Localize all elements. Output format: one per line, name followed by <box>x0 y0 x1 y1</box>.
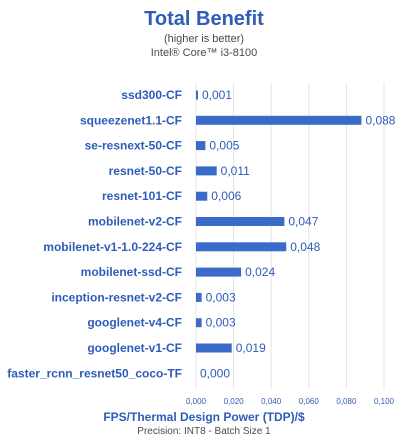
value-label: 0,088 <box>365 113 395 127</box>
category-label: ssd300-CF <box>121 88 182 102</box>
precision-note: Precision: INT8 - Batch Size 1 <box>137 426 271 437</box>
bar <box>196 343 232 353</box>
category-label: mobilenet-v1-1.0-224-CF <box>43 240 182 254</box>
bar <box>196 90 198 100</box>
bar <box>196 242 287 252</box>
value-label: 0,003 <box>206 290 236 304</box>
value-label: 0,024 <box>245 265 275 279</box>
bar <box>196 191 208 201</box>
value-label: 0,000 <box>200 366 230 380</box>
value-label: 0,006 <box>211 189 241 203</box>
category-label: mobilenet-ssd-CF <box>81 265 182 279</box>
value-label: 0,011 <box>221 164 250 178</box>
grid-layer <box>195 83 385 389</box>
bar <box>196 267 242 277</box>
value-label: 0,001 <box>202 88 232 102</box>
bar <box>196 115 362 125</box>
category-label: googlenet-v1-CF <box>87 341 182 355</box>
category-label: mobilenet-v2-CF <box>88 215 182 229</box>
x-tick-label: 0,080 <box>336 397 357 406</box>
x-tick-label: 0,100 <box>374 397 395 406</box>
category-label: squeezenet1.1-CF <box>80 113 182 127</box>
bar <box>196 318 202 328</box>
x-tick-label: 0,040 <box>261 397 282 406</box>
value-label: 0,048 <box>290 240 320 254</box>
chart-title: Total Benefit <box>144 8 264 30</box>
bar <box>196 217 285 226</box>
category-label: se-resnext-50-CF <box>85 139 182 153</box>
category-label: inception-resnet-v2-CF <box>51 290 182 304</box>
value-label: 0,003 <box>206 316 236 330</box>
chart-processor-label: Intel® Core™ i3-8100 <box>150 47 258 59</box>
category-label: resnet-50-CF <box>109 164 182 178</box>
bar <box>196 292 202 302</box>
value-label: 0,047 <box>288 215 318 229</box>
category-label: resnet-101-CF <box>102 189 182 203</box>
bar <box>196 166 217 176</box>
category-label: faster_rcnn_resnet50_coco-TF <box>7 366 182 380</box>
label-layer: 0,000 0,020 0,040 0,060 0,080 0,100 ssd300-CF 0… <box>7 88 396 406</box>
x-tick-label: 0,020 <box>224 397 245 406</box>
category-label: googlenet-v4-CF <box>87 316 182 330</box>
value-label: 0,019 <box>236 341 266 355</box>
chart-subtitle: (higher is better) <box>163 33 245 45</box>
value-label: 0,005 <box>209 139 239 153</box>
bar <box>196 141 206 151</box>
x-tick-label: 0,000 <box>186 397 207 406</box>
x-axis-label: FPS/Thermal Design Power (TDP)/$ <box>103 410 305 424</box>
bar-layer <box>196 90 362 353</box>
x-tick-label: 0,060 <box>299 397 320 406</box>
